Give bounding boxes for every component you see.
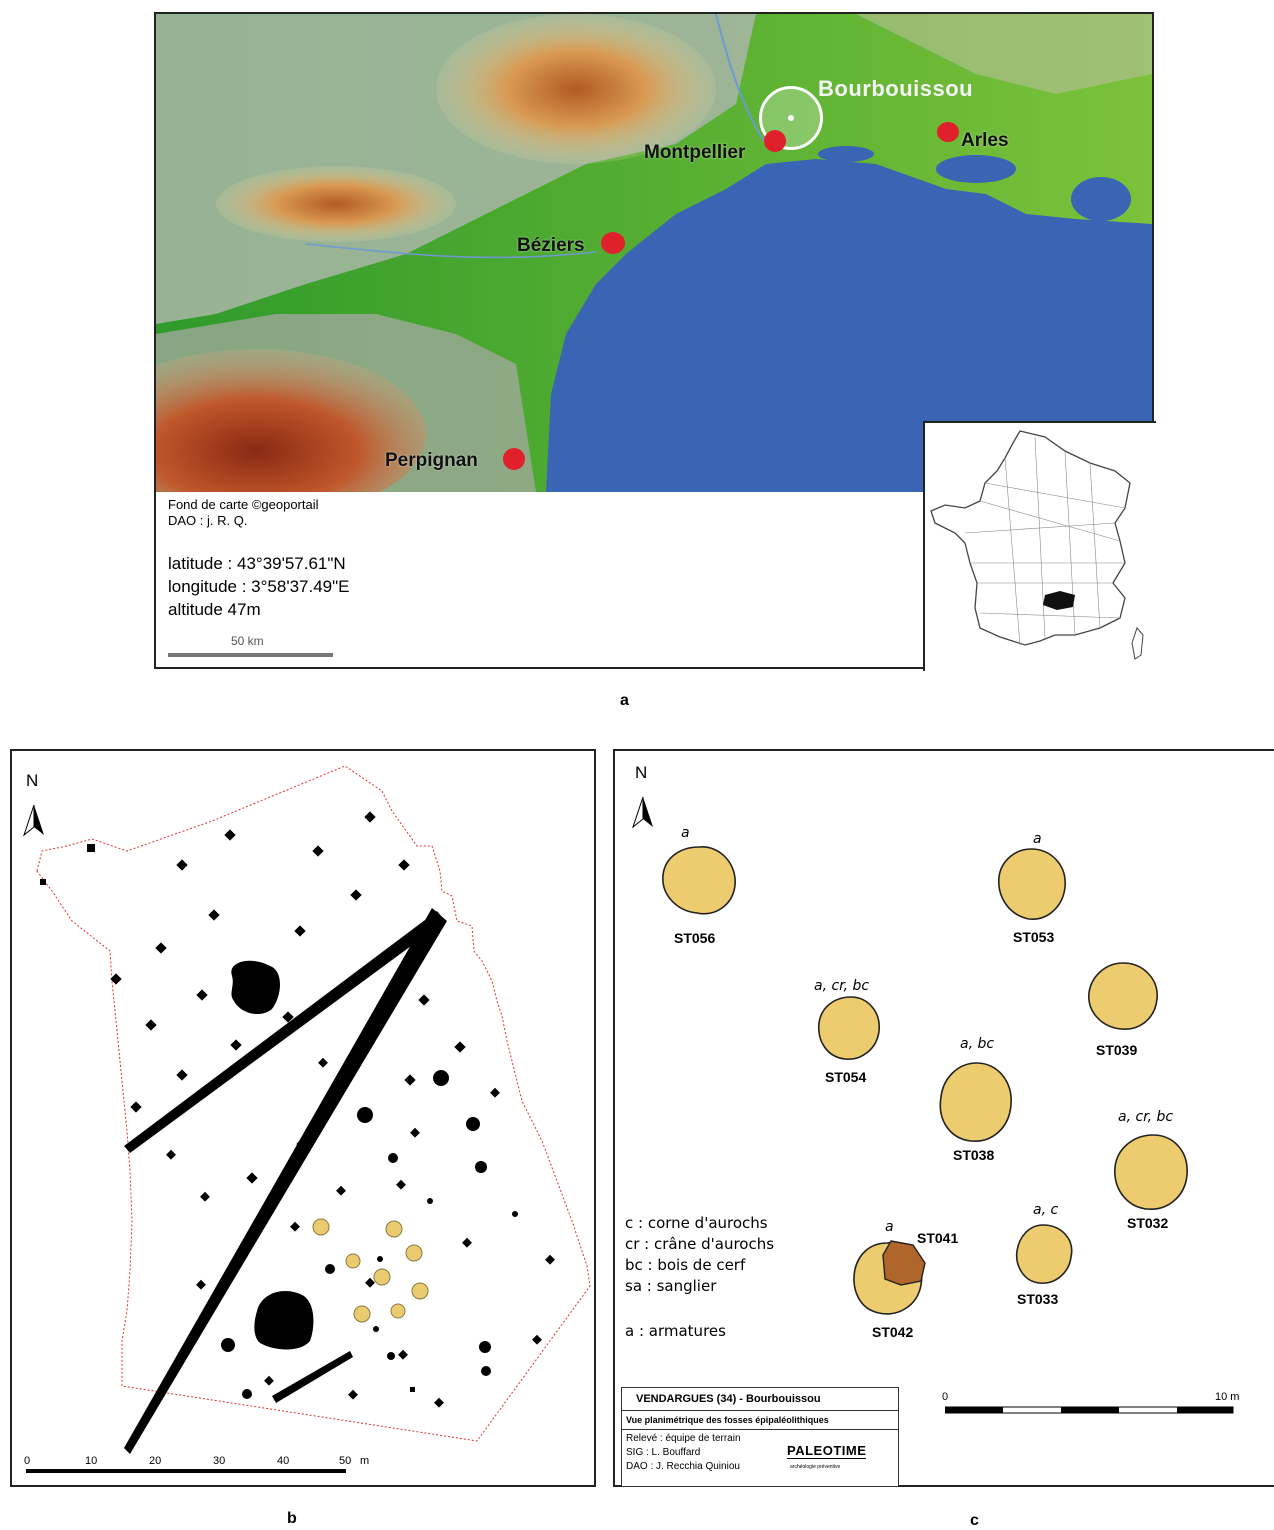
north-label-b: N <box>26 771 39 790</box>
scale-tick-0: 0 <box>24 1455 31 1467</box>
tag-st032: a, cr, bc <box>1118 1109 1174 1125</box>
legend-a: a : armatures <box>625 1322 726 1340</box>
credit-basemap: Fond de carte ©geoportail <box>168 497 319 512</box>
herault-department <box>1043 591 1075 610</box>
excavation-plan <box>36 765 591 1454</box>
credit-releve: Relevé : équipe de terrain <box>626 1433 741 1444</box>
legend-cr: cr : crâne d'aurochs <box>625 1235 775 1253</box>
location-map-panel: Bourbouissou Montpellier Arles Béziers P… <box>154 12 1156 671</box>
site-point <box>788 115 794 121</box>
pit-detail-panel: N ST056 a ST053 a ST054 a, cr, bc ST039 … <box>613 749 1274 1487</box>
altitude-readout: altitude 47m <box>168 600 261 619</box>
pit-st032 <box>1114 1134 1188 1210</box>
label-st039: ST039 <box>1096 1042 1138 1058</box>
tag-st053: a <box>1033 831 1042 847</box>
title-block: VENDARGUES (34) - Bourbouissou Vue plani… <box>621 1387 899 1487</box>
tag-st056: a <box>681 825 690 841</box>
pit-st039 <box>1088 962 1158 1030</box>
pit-st054 <box>818 996 880 1060</box>
scale-tick-40: 40 <box>277 1455 290 1467</box>
paleotime-logo: PALEOTIME <box>787 1443 867 1459</box>
scale-bar <box>168 653 333 657</box>
title-block-subtitle: Vue planimétrique des fosses épipaléolit… <box>622 1411 898 1430</box>
tag-st038: a, bc <box>960 1036 995 1052</box>
caption-a: a <box>620 692 629 709</box>
site-plan-panel: N <box>10 749 596 1487</box>
north-arrow-icon <box>22 804 44 837</box>
north-label-c: N <box>635 763 648 782</box>
scale-start-c: 0 <box>942 1391 949 1403</box>
credit-sig: SIG : L. Bouffard <box>626 1447 701 1458</box>
longitude-readout: longitude : 3°58'37.49"E <box>168 577 350 596</box>
pit-st038 <box>939 1062 1012 1142</box>
city-label-perpignan: Perpignan <box>385 450 478 471</box>
legend-c: c : corne d'aurochs <box>625 1214 768 1232</box>
label-st041: ST041 <box>917 1230 959 1246</box>
pits-drawing <box>662 846 1188 1315</box>
city-marker-montpellier <box>764 130 786 152</box>
caption-c: c <box>970 1512 979 1529</box>
north-arrow-icon-c <box>631 796 653 829</box>
latitude-readout: latitude : 43°39'57.61"N <box>168 554 346 573</box>
label-st054: ST054 <box>825 1069 867 1085</box>
city-marker-arles <box>937 122 959 142</box>
scale-unit-b: m <box>360 1455 370 1467</box>
city-label-montpellier: Montpellier <box>644 142 746 163</box>
tag-st033: a, c <box>1033 1202 1059 1218</box>
credit-dao: DAO : j. R. Q. <box>168 513 248 528</box>
scale-bar-b <box>26 1469 346 1473</box>
site-label: Bourbouissou <box>818 76 974 101</box>
scale-tick-10: 10 <box>85 1455 98 1467</box>
label-st042: ST042 <box>872 1324 914 1340</box>
france-outline <box>930 430 1144 660</box>
label-st038: ST038 <box>953 1147 995 1163</box>
relief-map <box>156 14 1152 492</box>
pit-st041 <box>882 1240 926 1286</box>
tag-st042: a <box>885 1219 894 1235</box>
legend-sa: sa : sanglier <box>625 1277 717 1295</box>
city-label-beziers: Béziers <box>517 235 585 256</box>
paleotime-tagline: archéologie préventive <box>790 1464 841 1470</box>
scale-tick-20: 20 <box>149 1455 162 1467</box>
caption-b: b <box>287 1510 297 1527</box>
france-inset <box>923 421 1156 671</box>
city-marker-perpignan <box>503 448 525 470</box>
scale-label: 50 km <box>231 634 264 648</box>
scale-end-c: 10 m <box>1215 1391 1240 1403</box>
credit-dao-c: DAO : J. Recchia Quiniou <box>626 1461 740 1472</box>
scale-tick-50: 50 <box>339 1455 352 1467</box>
pit-st053 <box>998 848 1066 920</box>
title-block-title: VENDARGUES (34) - Bourbouissou <box>622 1388 898 1411</box>
label-st053: ST053 <box>1013 929 1055 945</box>
pit-st056 <box>662 846 736 915</box>
label-st033: ST033 <box>1017 1291 1059 1307</box>
city-label-arles: Arles <box>961 130 1009 151</box>
legend-bc: bc : bois de cerf <box>625 1256 746 1274</box>
tag-st054: a, cr, bc <box>814 978 870 994</box>
scale-tick-30: 30 <box>213 1455 226 1467</box>
city-marker-beziers <box>601 232 625 254</box>
scale-bar-c <box>945 1406 1234 1414</box>
pit-st033 <box>1015 1224 1073 1284</box>
label-st032: ST032 <box>1127 1215 1169 1231</box>
label-st056: ST056 <box>674 930 716 946</box>
